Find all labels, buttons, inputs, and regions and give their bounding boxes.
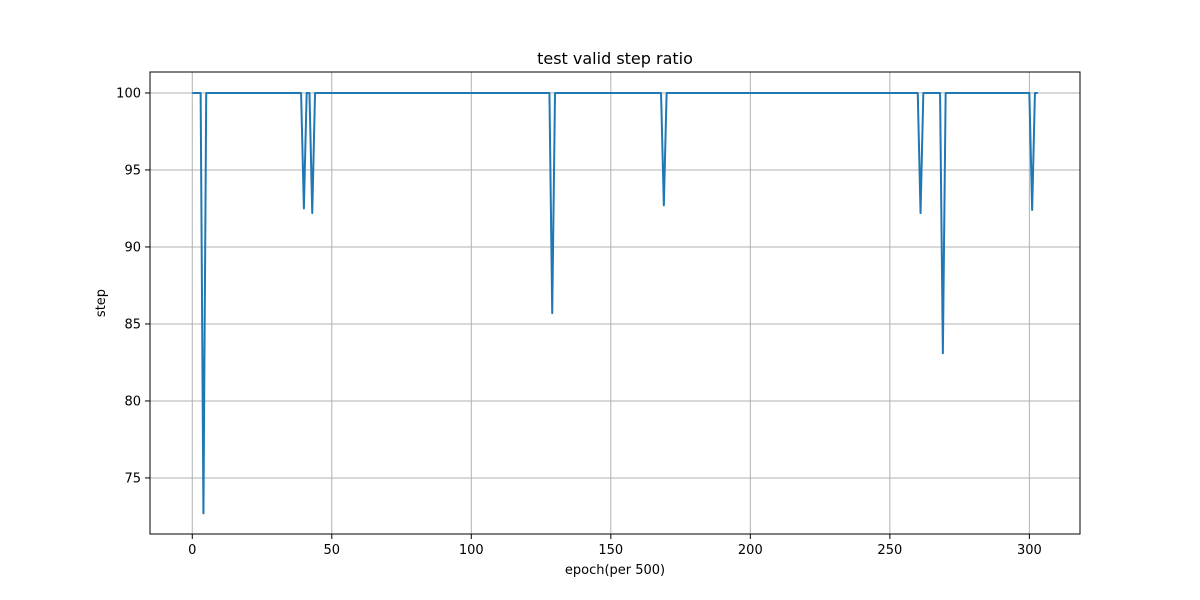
plot-frame: [149, 71, 1081, 535]
series-line: [192, 91, 1038, 515]
y-tick-label: 80: [124, 394, 141, 409]
y-tick-label: 100: [116, 86, 141, 101]
x-tick-label: 250: [877, 543, 902, 558]
y-axis-label: step: [94, 289, 109, 317]
x-tick-label: 50: [324, 543, 341, 558]
y-tick-label: 75: [124, 471, 141, 486]
y-tick-label: 90: [124, 240, 141, 255]
series-layer: [192, 91, 1038, 515]
y-tick-label: 85: [124, 317, 141, 332]
x-tick-label: 150: [598, 543, 623, 558]
y-axis-ticks: 75 80 85 90 95 100: [116, 86, 150, 486]
y-tick-label: 95: [124, 163, 141, 178]
x-tick-label: 300: [1017, 543, 1042, 558]
chart-title: test valid step ratio: [537, 49, 693, 68]
x-tick-label: 100: [459, 543, 484, 558]
x-axis-label: epoch(per 500): [565, 563, 665, 578]
x-axis-ticks: 0 50 100 150 200 250 300: [188, 534, 1042, 558]
x-tick-label: 0: [188, 543, 196, 558]
x-tick-label: 200: [738, 543, 763, 558]
